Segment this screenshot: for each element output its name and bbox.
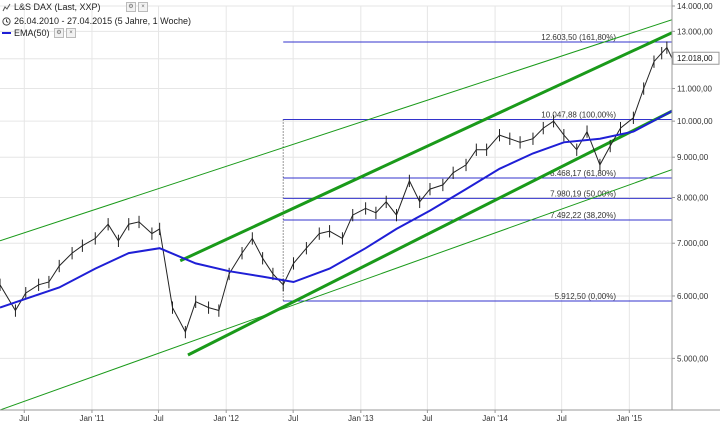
ema-toolbar: ⚙ ×	[54, 28, 76, 38]
ema-swatch	[2, 32, 11, 34]
fib-level-label: 5.912,50 (0,00%)	[555, 292, 617, 301]
x-tick-label: Jan '15	[617, 414, 643, 423]
y-tick-label: 7.000,00	[677, 239, 709, 248]
channel-line-outer-upper	[0, 19, 672, 242]
x-tick-label: Jul	[153, 414, 163, 423]
settings-icon[interactable]: ⚙	[126, 2, 136, 12]
period-label: 26.04.2010 - 27.04.2015 (5 Jahre, 1 Woch…	[14, 16, 191, 26]
price-line	[0, 46, 672, 334]
channel-line-outer-lower	[0, 169, 672, 410]
plot-area: 12.603,50 (161,80%) 10.047,88 (100,00%) 8.…	[0, 19, 672, 410]
x-tick-label: Jul	[557, 414, 567, 423]
fib-level-label: 8.468,17 (61,80%)	[550, 169, 616, 178]
instrument-label: L&S DAX (Last, XXP)	[14, 2, 101, 12]
instrument-title: L&S DAX (Last, XXP)	[2, 1, 101, 13]
instrument-icon	[2, 3, 11, 12]
y-tick-label: 8.000,00	[677, 194, 709, 203]
channel-line-upper	[179, 31, 672, 263]
fib-level-label: 12.603,50 (161,80%)	[541, 33, 616, 42]
close-icon[interactable]: ×	[66, 28, 76, 38]
ema-line	[0, 110, 672, 309]
fib-level-label: 10.047,88 (100,00%)	[541, 111, 616, 120]
y-tick-label: 9.000,00	[677, 153, 709, 162]
x-tick-label: Jul	[288, 414, 298, 423]
y-tick-label: 14.000,00	[677, 2, 713, 11]
x-tick-label: Jan '11	[79, 414, 105, 423]
y-tick-label: 6.000,00	[677, 292, 709, 301]
y-tick-label: 11.000,00	[677, 85, 713, 94]
fib-level-label: 7.980,19 (50,00%)	[550, 189, 616, 198]
x-tick-label: Jul	[422, 414, 432, 423]
x-tick-label: Jan '13	[348, 414, 374, 423]
ema-label: EMA(50)	[14, 28, 50, 38]
x-tick-label: Jul	[19, 414, 29, 423]
title-toolbar: ⚙ ×	[126, 2, 148, 12]
axes: 5.000,00 6.000,00 7.000,00 8.000,00 9.000,00…	[19, 2, 720, 423]
close-icon[interactable]: ×	[138, 2, 148, 12]
fib-level-label: 7.492,22 (38,20%)	[550, 211, 616, 220]
y-tick-label: 5.000,00	[677, 354, 709, 363]
last-value-label: 12.018,00	[677, 54, 713, 63]
period-line: 26.04.2010 - 27.04.2015 (5 Jahre, 1 Woch…	[2, 15, 191, 27]
ema-legend[interactable]: EMA(50)	[2, 27, 50, 39]
y-tick-label: 10.000,00	[677, 117, 713, 126]
y-tick-label: 13.000,00	[677, 27, 713, 36]
x-tick-label: Jan '12	[213, 414, 239, 423]
x-tick-label: Jan '14	[482, 414, 508, 423]
last-value-box	[672, 51, 720, 65]
settings-icon[interactable]: ⚙	[54, 28, 64, 38]
clock-icon	[2, 16, 11, 26]
